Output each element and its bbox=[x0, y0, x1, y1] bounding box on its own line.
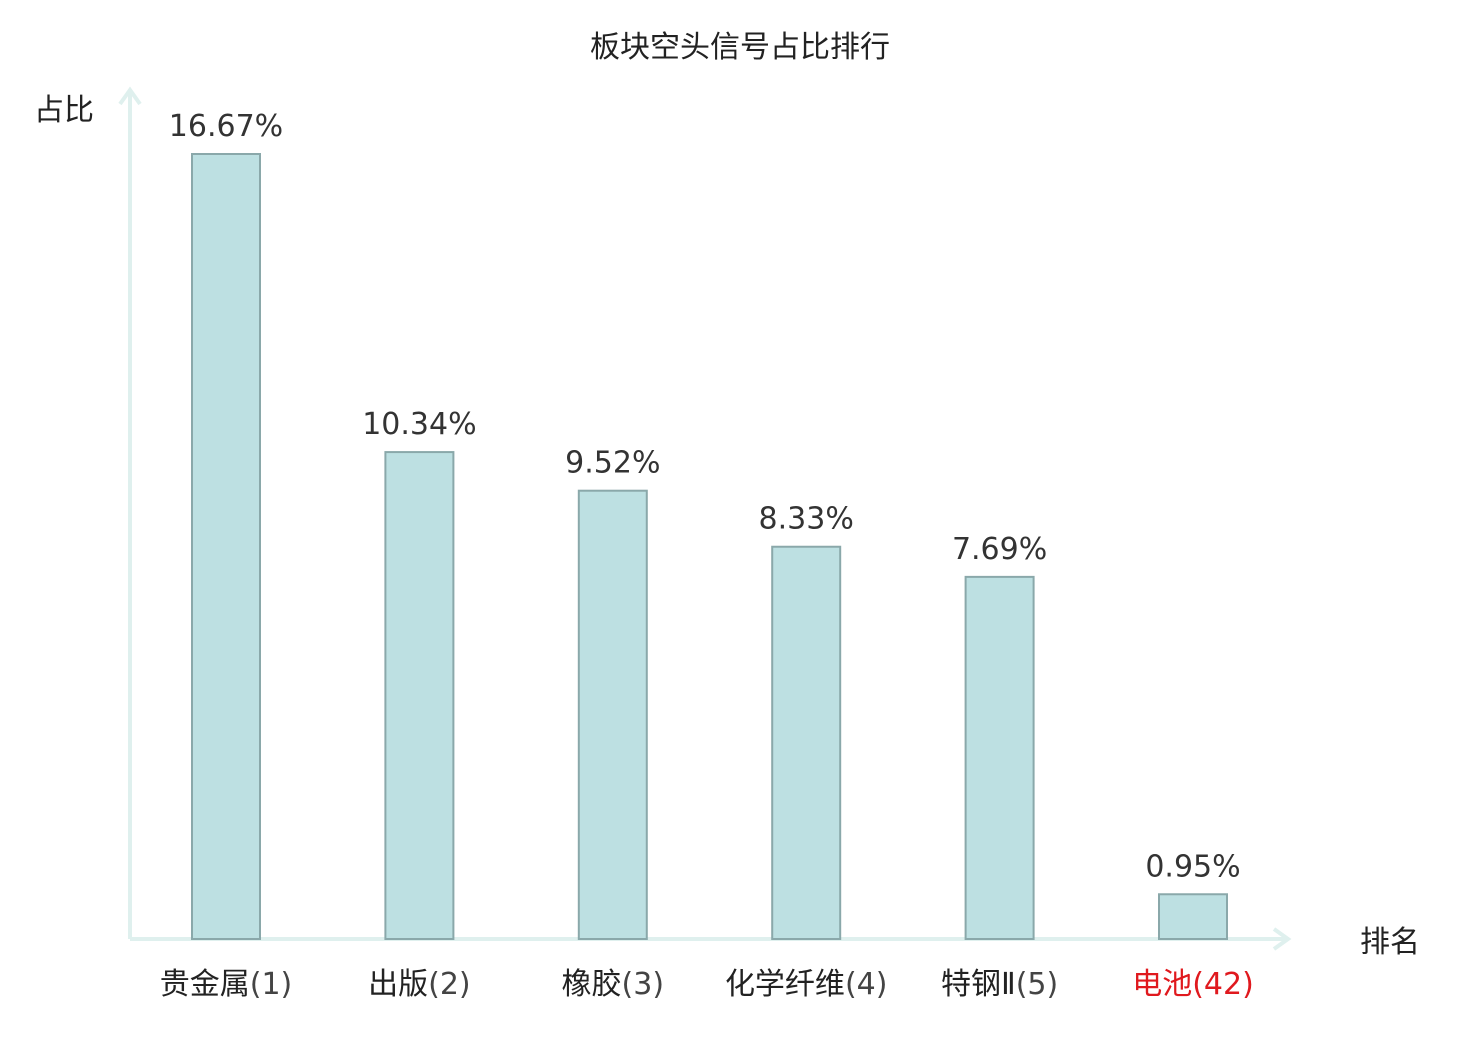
category-name: 出版 bbox=[368, 967, 428, 1002]
category-rank: (2) bbox=[428, 967, 471, 1002]
category-rank: (1) bbox=[250, 967, 293, 1002]
bar-0 bbox=[191, 153, 261, 940]
value-labels-group: 16.67% 10.34% 9.52% 8.33% 7.69% 0.95% bbox=[169, 109, 1241, 884]
value-label-3: 8.33% bbox=[759, 502, 854, 537]
category-label-4: 特钢Ⅱ(5) bbox=[941, 967, 1058, 1002]
category-name: 化学纤维 bbox=[725, 967, 845, 1002]
category-name: 贵金属 bbox=[160, 967, 250, 1002]
category-rank: (4) bbox=[845, 967, 888, 1002]
chart-title: 板块空头信号占比排行 bbox=[590, 30, 890, 65]
bar-3 bbox=[771, 545, 842, 941]
bar-1 bbox=[384, 451, 455, 940]
value-label-2: 9.52% bbox=[565, 446, 660, 481]
value-label-5: 0.95% bbox=[1145, 849, 1240, 884]
value-label-1: 10.34% bbox=[362, 407, 476, 442]
category-rank: (42) bbox=[1192, 967, 1254, 1002]
category-labels-group: 贵金属(1) 出版(2) 橡胶(3) 化学纤维(4) 特钢Ⅱ(5) 电池(42) bbox=[160, 967, 1254, 1002]
category-label-2: 橡胶(3) bbox=[562, 967, 665, 1002]
category-label-3: 化学纤维(4) bbox=[725, 967, 888, 1002]
bars-group bbox=[191, 153, 1228, 941]
bar-2 bbox=[577, 489, 648, 940]
x-axis-arrow-icon bbox=[1272, 927, 1292, 951]
category-label-1: 出版(2) bbox=[368, 967, 471, 1002]
category-name: 橡胶 bbox=[562, 967, 622, 1002]
category-label-0: 贵金属(1) bbox=[160, 967, 293, 1002]
bar-4 bbox=[964, 575, 1035, 940]
category-rank: (3) bbox=[622, 967, 665, 1002]
category-label-5: 电池(42) bbox=[1132, 967, 1254, 1002]
value-label-0: 16.67% bbox=[169, 109, 283, 144]
axes bbox=[118, 86, 1292, 951]
value-label-4: 7.69% bbox=[952, 532, 1047, 567]
category-name: 电池 bbox=[1132, 967, 1192, 1002]
x-axis-label: 排名 bbox=[1360, 925, 1420, 960]
category-name: 特钢Ⅱ bbox=[941, 967, 1016, 1002]
category-rank: (5) bbox=[1016, 967, 1059, 1002]
y-axis-arrow-icon bbox=[118, 86, 142, 106]
y-axis-label: 占比 bbox=[34, 93, 94, 128]
bar-5 bbox=[1158, 893, 1228, 941]
